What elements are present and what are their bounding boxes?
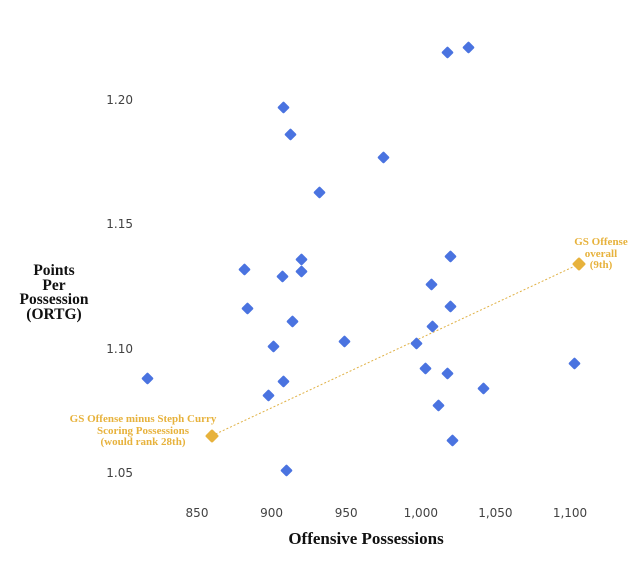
data-point-diamond — [266, 339, 280, 353]
data-point-diamond — [238, 262, 252, 276]
y-tick-label: 1.20 — [106, 93, 133, 107]
data-point-diamond — [441, 367, 455, 380]
data-point-diamond — [338, 334, 352, 348]
y-tick-label: 1.10 — [106, 341, 133, 356]
x-tick-label: 900 — [260, 506, 284, 520]
data-point-diamond — [275, 270, 289, 283]
data-point-diamond — [477, 382, 490, 395]
annotation-gs-offense-minus-curry: GS Offense minus Steph Curry Scoring Pos… — [69, 413, 217, 448]
x-tick-label: 1,000 — [403, 506, 438, 520]
x-tick-label: 1,100 — [552, 506, 588, 520]
data-point-diamond — [444, 250, 457, 264]
data-point-diamond — [418, 362, 432, 375]
data-point-diamond — [262, 389, 275, 403]
data-point-diamond — [444, 300, 457, 313]
data-point-diamond — [241, 302, 255, 316]
x-axis-title: Offensive Possessions — [288, 529, 444, 548]
data-point-diamond — [445, 434, 459, 448]
data-point-diamond — [295, 265, 308, 278]
data-point-diamond — [432, 399, 446, 413]
x-tick-label: 1,050 — [478, 506, 513, 520]
data-point-diamond — [424, 277, 438, 291]
annotation-gs-offense-overall: GS Offense overall (9th) — [574, 236, 628, 271]
y-axis-title: Points Per Possession (ORTG) — [19, 262, 89, 323]
data-point-diamond — [277, 101, 290, 114]
data-point-diamond — [409, 337, 423, 351]
data-point-diamond — [377, 150, 390, 164]
data-point-diamond — [312, 185, 326, 199]
data-point-diamond — [141, 372, 155, 385]
y-tick-label: 1.05 — [106, 466, 133, 481]
data-point-diamond — [462, 41, 475, 55]
data-point-diamond — [277, 374, 290, 388]
data-point-diamond — [286, 314, 299, 328]
data-point-diamond — [568, 357, 581, 370]
x-tick-label: 850 — [185, 506, 209, 520]
data-point-diamond — [280, 464, 293, 477]
y-tick-label: 1.15 — [106, 217, 133, 232]
data-point-diamond — [295, 252, 308, 266]
data-point-diamond — [284, 128, 298, 142]
x-tick-label: 950 — [334, 506, 358, 520]
data-point-diamond — [426, 319, 440, 333]
data-point-diamond — [441, 46, 455, 60]
